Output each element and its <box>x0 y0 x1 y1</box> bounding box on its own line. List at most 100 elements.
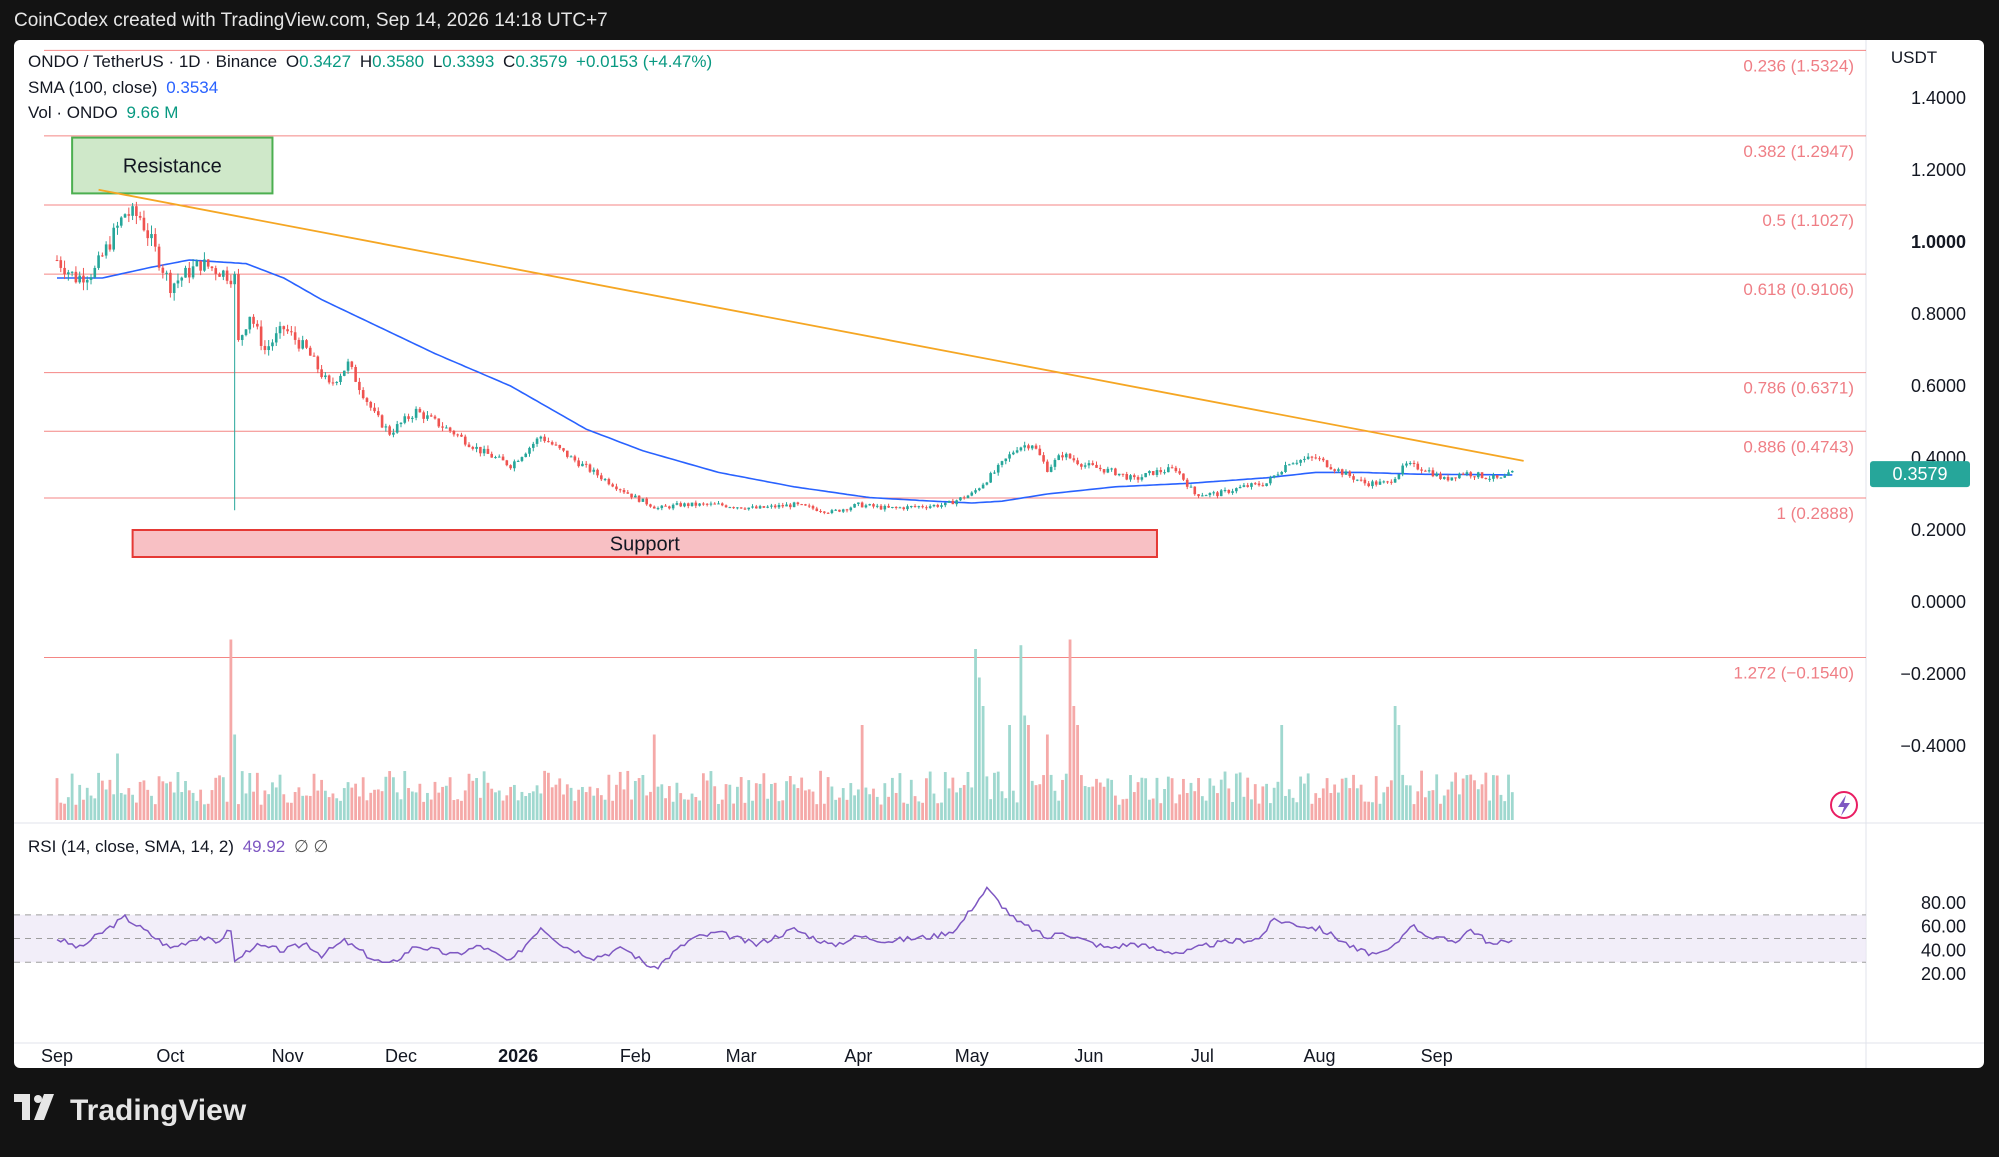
candle-body <box>195 260 199 267</box>
volume-bar <box>1045 734 1049 820</box>
volume-bar <box>312 773 316 820</box>
volume-bar <box>966 771 970 820</box>
volume-bar <box>320 779 323 820</box>
volume-bar <box>308 795 312 820</box>
candle-body <box>819 510 822 512</box>
volume-bar <box>1480 784 1484 820</box>
candle-body <box>259 326 263 346</box>
trendline <box>98 188 1524 462</box>
volume-bar <box>229 639 233 820</box>
candle-body <box>1053 459 1057 467</box>
candle-body <box>785 504 788 507</box>
candle-body <box>505 460 509 466</box>
candle-body <box>917 506 921 508</box>
candle-body <box>792 502 796 508</box>
volume-bar <box>879 804 883 820</box>
candle-body <box>422 412 425 419</box>
price-chart[interactable]: 0.236 (1.5324) 0.382 (1.2947) 0.5 (1.1027)… <box>14 40 1984 1068</box>
candle-body <box>641 498 645 502</box>
volume-bar <box>482 771 486 820</box>
volume-bar <box>626 770 630 820</box>
volume-bar <box>898 773 902 820</box>
candle-body <box>297 339 301 349</box>
volume-bar <box>1148 799 1151 820</box>
candle-body <box>550 442 554 445</box>
volume-bar <box>335 798 339 820</box>
candle-body <box>244 329 248 336</box>
candle-body <box>1480 472 1484 478</box>
candle-body <box>1299 459 1302 463</box>
volume-bar <box>452 800 456 820</box>
volume-bar <box>736 786 739 820</box>
time-label: Sep <box>1421 1046 1453 1066</box>
candle-body <box>1148 471 1151 474</box>
rsi-tick-label: 20.00 <box>1921 964 1966 984</box>
candle-body <box>728 507 732 509</box>
candle-body <box>1133 475 1136 478</box>
open-label: O <box>285 52 300 71</box>
candle-body <box>592 469 596 472</box>
candle-body <box>460 434 463 437</box>
candle-body <box>603 479 607 481</box>
candle-body <box>815 508 819 511</box>
volume-bar <box>1234 773 1238 820</box>
candle-body <box>1038 448 1042 456</box>
candle-body <box>584 463 588 465</box>
volume-bar <box>1495 775 1499 820</box>
candle-body <box>312 355 316 357</box>
candle-body <box>199 260 202 271</box>
candle-body <box>720 503 724 506</box>
candle-body <box>1378 481 1382 485</box>
candle-body <box>773 505 777 508</box>
candle-body <box>392 432 395 435</box>
volume-bar <box>501 800 505 820</box>
price-tick-label: 0.2000 <box>1911 520 1966 540</box>
candle-body <box>1465 472 1469 475</box>
alert-icon-ring <box>1830 791 1858 819</box>
candle-body <box>981 484 985 489</box>
volume-bar <box>569 787 573 820</box>
volume-bar <box>116 753 119 820</box>
volume-bar <box>615 784 618 820</box>
chart-panel[interactable]: 0.236 (1.5324) 0.382 (1.2947) 0.5 (1.1027)… <box>14 40 1984 1068</box>
volume-bar <box>762 773 766 820</box>
volume-bar <box>509 786 512 820</box>
candle-body <box>1182 473 1185 480</box>
candle-body <box>203 259 206 271</box>
candle-body <box>959 497 962 501</box>
candle-body <box>834 509 837 511</box>
candle-body <box>225 270 229 281</box>
volume-bar <box>134 802 138 820</box>
candle-body <box>104 244 108 256</box>
candle-body <box>1204 495 1208 497</box>
candle-body <box>274 333 278 343</box>
candle-body <box>770 505 773 507</box>
volume-bar <box>860 725 864 820</box>
volume-bar <box>1318 797 1321 820</box>
candle-body <box>74 271 78 283</box>
volume-bar <box>528 793 531 820</box>
candle-body <box>864 505 868 508</box>
volume-bar <box>395 792 399 820</box>
candle-body <box>1136 477 1140 480</box>
candle-body <box>414 408 418 418</box>
candle-body <box>1484 477 1488 479</box>
candle-body <box>1382 481 1386 483</box>
candle-body <box>996 464 1000 473</box>
candle-body <box>872 504 875 507</box>
candle-body <box>445 427 448 429</box>
candle-body <box>214 268 218 274</box>
candle-body <box>766 506 769 508</box>
volume-bar <box>407 788 410 820</box>
candle-body <box>902 507 906 510</box>
candle-body <box>1129 475 1132 480</box>
volume-bar <box>1019 645 1023 820</box>
candle-body <box>497 456 501 458</box>
volume-bar <box>856 789 860 820</box>
candle-body <box>78 275 81 283</box>
time-label: Jun <box>1074 1046 1103 1066</box>
volume-bar <box>766 798 770 820</box>
volume-bar <box>947 788 951 820</box>
volume-bar <box>599 795 603 820</box>
candle-body <box>1367 483 1370 487</box>
